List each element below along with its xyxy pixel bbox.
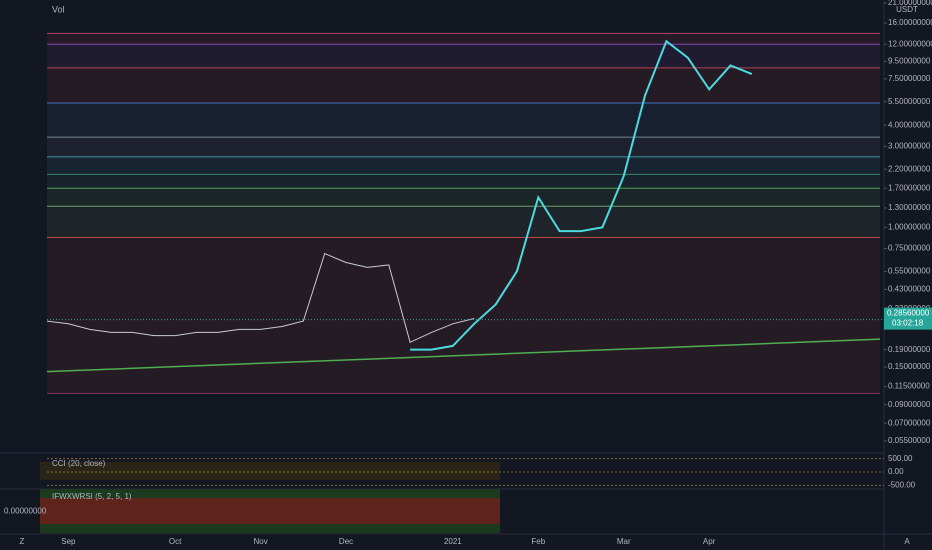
level-band	[47, 174, 880, 189]
y-tick-label: 0.43000000	[888, 285, 931, 294]
level-band	[47, 33, 880, 45]
ifw-title: IFWXWRSI (5, 2, 5, 1)	[52, 492, 132, 501]
y-tick-label: 9.50000000	[888, 57, 931, 66]
level-band	[47, 103, 880, 138]
cci-title: CCI (20, close)	[52, 459, 106, 468]
osc-tick-label: 0.00	[888, 467, 904, 476]
osc-tick-label: -500.00	[888, 480, 916, 489]
y-tick-label: 4.00000000	[888, 120, 931, 129]
osc-tick-label: 0.00000000	[4, 507, 47, 516]
x-tick-label: Dec	[339, 537, 353, 546]
auto-scale-button[interactable]: A	[904, 537, 910, 546]
y-tick-label: 3.00000000	[888, 141, 931, 150]
x-tick-label: Oct	[169, 537, 182, 546]
y-tick-label: 0.11500000	[888, 382, 930, 391]
osc-tick-label: 500.00	[888, 454, 913, 463]
x-tick-label: 2021	[444, 537, 462, 546]
countdown-label: 03:02:18	[892, 319, 924, 328]
y-tick-label: 5.50000000	[888, 97, 931, 106]
x-tick-label: Nov	[253, 537, 267, 546]
price-line	[46, 252, 475, 344]
last-price-label: 0.28560000	[887, 309, 930, 318]
currency-label: USDT	[896, 5, 918, 14]
y-tick-label: 0.75000000	[888, 244, 931, 253]
y-tick-label: 2.20000000	[888, 164, 931, 173]
level-band	[47, 44, 880, 68]
x-tick-label: Sep	[61, 537, 76, 546]
last-price-box	[884, 307, 932, 330]
y-tick-label: 0.05500000	[888, 436, 931, 445]
y-tick-label: 1.70000000	[888, 183, 931, 192]
x-tick-label: Mar	[617, 537, 631, 546]
y-tick-label: 0.19000000	[888, 345, 931, 354]
y-tick-label: 16.00000000	[888, 18, 932, 27]
trendline	[46, 338, 881, 373]
cci-band	[40, 462, 500, 480]
ifw-band	[40, 498, 500, 524]
level-band	[47, 206, 880, 238]
y-tick-label: 12.00000000	[888, 39, 932, 48]
y-tick-label: 0.15000000	[888, 362, 931, 371]
y-tick-label: 7.50000000	[888, 74, 931, 83]
y-tick-label: 1.00000000	[888, 222, 931, 231]
level-band	[47, 188, 880, 207]
y-tick-label: 0.07000000	[888, 418, 931, 427]
level-band	[47, 156, 880, 175]
level-band	[47, 67, 880, 104]
volume-label: Vol	[52, 4, 65, 14]
x-tick-label: Apr	[703, 537, 716, 546]
y-tick-label: 0.55000000	[888, 266, 931, 275]
level-band	[47, 237, 880, 394]
level-band	[47, 137, 880, 157]
y-tick-label: 1.30000000	[888, 203, 931, 212]
price-line	[410, 39, 753, 351]
y-tick-label: 21.00000000	[888, 0, 932, 7]
y-tick-label: 0.09000000	[888, 400, 931, 409]
x-tick-label: Feb	[531, 537, 545, 546]
timezone-button[interactable]: Z	[20, 537, 25, 546]
